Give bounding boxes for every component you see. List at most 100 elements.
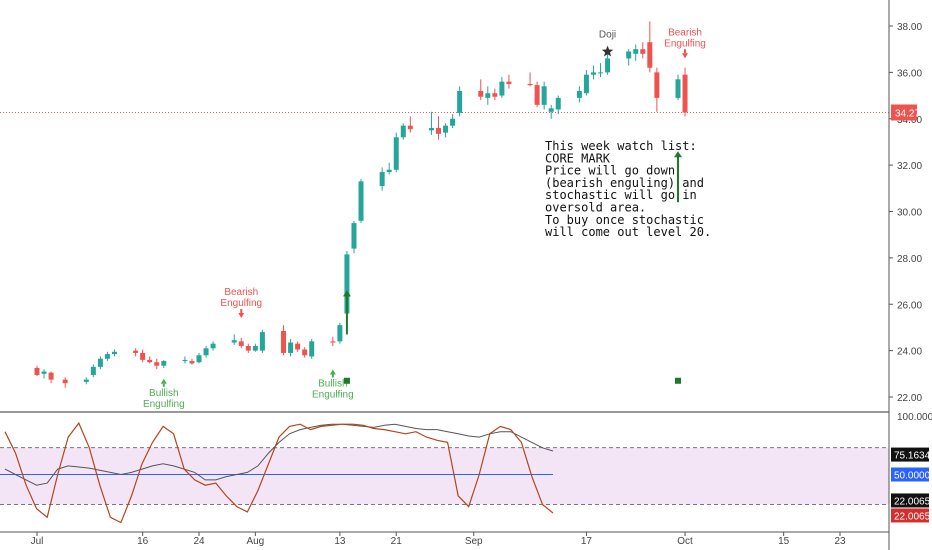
- stoch-lower-d-badge-bg: [891, 508, 929, 523]
- candlestick-series: [0, 21, 889, 413]
- down-arrow-icon: [682, 53, 689, 59]
- price-pane-bg: [0, 0, 890, 410]
- candle-body: [633, 49, 639, 54]
- up-arrow-icon: [329, 369, 336, 375]
- time-tick-label: 21: [391, 536, 403, 547]
- candle-body: [393, 137, 399, 170]
- candle-body: [90, 366, 96, 375]
- up-arrow-icon: [331, 374, 334, 378]
- stoch-mid-badge-bg: [891, 467, 929, 482]
- candle-body: [358, 181, 364, 221]
- candle-body: [238, 341, 244, 346]
- time-tick-label: Aug: [246, 536, 264, 547]
- candle-body: [281, 330, 287, 353]
- annotation-label: Bearish: [224, 287, 258, 298]
- candle-body: [534, 85, 540, 105]
- candle-body: [457, 90, 463, 113]
- candle-body: [443, 125, 449, 133]
- candle-body: [104, 354, 110, 359]
- candle-body: [499, 81, 505, 96]
- note-line: CORE MARK: [545, 151, 611, 165]
- candle-body: [210, 343, 216, 349]
- price-axis[interactable]: 22.0024.0026.0028.0030.0032.0034.0036.00…: [888, 0, 932, 550]
- candle-body: [506, 81, 512, 84]
- stoch-mid-badge: 50.0000: [894, 471, 931, 482]
- stoch-lower-d-badge: 22.0065: [894, 511, 931, 522]
- stoch-band: [0, 447, 889, 505]
- down-arrow-icon: [238, 312, 245, 318]
- candle-body: [675, 79, 681, 98]
- candle-body: [492, 93, 498, 97]
- candle-body: [34, 368, 40, 375]
- candle-body: [590, 72, 596, 75]
- price-tick-label: 26.00: [897, 300, 922, 311]
- price-tick-label: 30.00: [897, 208, 922, 219]
- price-tick-label: 36.00: [897, 68, 922, 79]
- time-tick-label: 15: [778, 536, 790, 547]
- annotation-label: Engulfing: [220, 298, 262, 309]
- note-line: (bearish enguling) and: [545, 176, 704, 190]
- note-line: stochastic will go in: [545, 188, 697, 202]
- candle-body: [41, 371, 47, 374]
- trend-arrows: [342, 151, 682, 384]
- candle-body: [48, 372, 54, 380]
- annotation-label: Bearish: [668, 27, 702, 38]
- note-line: This week watch list:: [545, 139, 697, 153]
- annotation-label: Engulfing: [312, 389, 354, 400]
- candle-body: [295, 343, 301, 350]
- candle-body: [640, 49, 646, 54]
- candle-body: [203, 348, 209, 356]
- note-line: will come out level 20.: [545, 225, 711, 239]
- stochastic-pane: [0, 421, 889, 524]
- candle-body: [598, 72, 604, 74]
- time-tick-label: 23: [834, 536, 846, 547]
- candle-body: [626, 51, 632, 59]
- candle-body: [478, 90, 484, 97]
- candle-body: [189, 361, 195, 364]
- down-arrow-icon: [240, 308, 243, 313]
- annotation-label: Engulfing: [143, 399, 185, 410]
- note-line: Price will go down: [545, 164, 675, 178]
- candle-body: [182, 359, 188, 362]
- candle-body: [583, 74, 589, 94]
- candle-body: [97, 358, 103, 367]
- current-price-badge: [891, 104, 917, 121]
- price-tick-label: 38.00: [897, 22, 922, 33]
- note-line: oversold area.: [545, 201, 646, 215]
- time-tick-label: 17: [581, 536, 593, 547]
- candle-body: [344, 254, 350, 314]
- up-arrow-icon: [162, 383, 165, 387]
- candle-body: [161, 361, 167, 366]
- annotation-label: Bullish: [149, 388, 178, 399]
- candle-body: [245, 345, 251, 351]
- candle-body: [436, 128, 441, 134]
- stoch-upper-badge: 75.1634: [894, 451, 931, 462]
- candle-body: [309, 341, 315, 357]
- candle-body: [196, 355, 202, 363]
- annotation-label: Engulfing: [664, 38, 706, 49]
- note-line: To buy once stochastic: [545, 213, 704, 227]
- candle-body: [62, 379, 68, 384]
- candle-body: [231, 340, 237, 343]
- star-icon: [601, 45, 614, 57]
- candle-body: [259, 332, 265, 351]
- candle-body: [302, 349, 308, 356]
- candle-body: [428, 128, 434, 131]
- candle-body: [647, 42, 653, 68]
- candle-body: [682, 74, 688, 113]
- square-marker: [674, 377, 681, 384]
- candle-body: [133, 350, 139, 353]
- candle-body: [400, 125, 406, 138]
- time-axis[interactable]: Jul 16 24 Aug 13 21 Sep 17 Oct 15 23: [0, 531, 889, 547]
- candle-body: [541, 86, 547, 105]
- square-marker: [343, 377, 350, 384]
- stoch-upper-badge-bg: [891, 447, 929, 462]
- candle-body: [548, 108, 554, 112]
- price-tick-label: 32.00: [897, 161, 922, 172]
- candle-body: [654, 72, 660, 98]
- price-tick-label: 24.00: [897, 347, 922, 358]
- time-tick-label: 16: [137, 536, 149, 547]
- candle-body: [337, 325, 343, 342]
